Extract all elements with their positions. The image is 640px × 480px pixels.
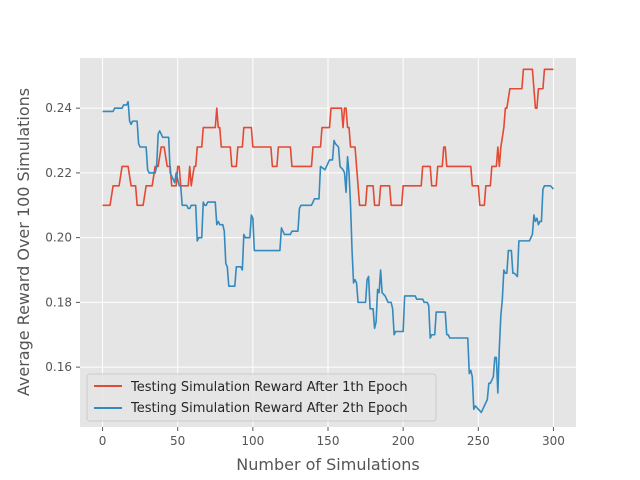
series-line-2 bbox=[102, 100, 555, 414]
series-line-1 bbox=[102, 68, 554, 207]
y-tick-label: 0.24 bbox=[45, 101, 72, 115]
x-tick-label: 0 bbox=[99, 434, 107, 448]
series-lines bbox=[102, 68, 555, 414]
x-tick-label: 100 bbox=[241, 434, 264, 448]
grid bbox=[80, 58, 576, 427]
x-tick-label: 300 bbox=[542, 434, 565, 448]
y-tick-label: 0.18 bbox=[45, 295, 72, 309]
legend-label-series-2: Testing Simulation Reward After 2th Epoc… bbox=[130, 401, 408, 416]
x-tick-label: 150 bbox=[317, 434, 340, 448]
legend-label-series-1: Testing Simulation Reward After 1th Epoc… bbox=[130, 380, 408, 395]
x-tick-label: 200 bbox=[392, 434, 415, 448]
y-tick-label: 0.22 bbox=[45, 166, 72, 180]
legend: Testing Simulation Reward After 1th Epoc… bbox=[86, 373, 437, 422]
x-axis-title: Number of Simulations bbox=[236, 455, 419, 474]
x-tick-label: 50 bbox=[170, 434, 185, 448]
y-axis-title: Average Reward Over 100 Simulations bbox=[14, 88, 33, 396]
x-axis: 0 50 100 150 200 250 300 bbox=[99, 427, 565, 448]
x-tick-label: 250 bbox=[467, 434, 490, 448]
y-axis: 0.16 0.18 0.20 0.22 0.24 bbox=[45, 101, 80, 374]
y-tick-label: 0.20 bbox=[45, 231, 72, 245]
y-tick-label: 0.16 bbox=[45, 360, 72, 374]
legend-box bbox=[86, 373, 437, 422]
